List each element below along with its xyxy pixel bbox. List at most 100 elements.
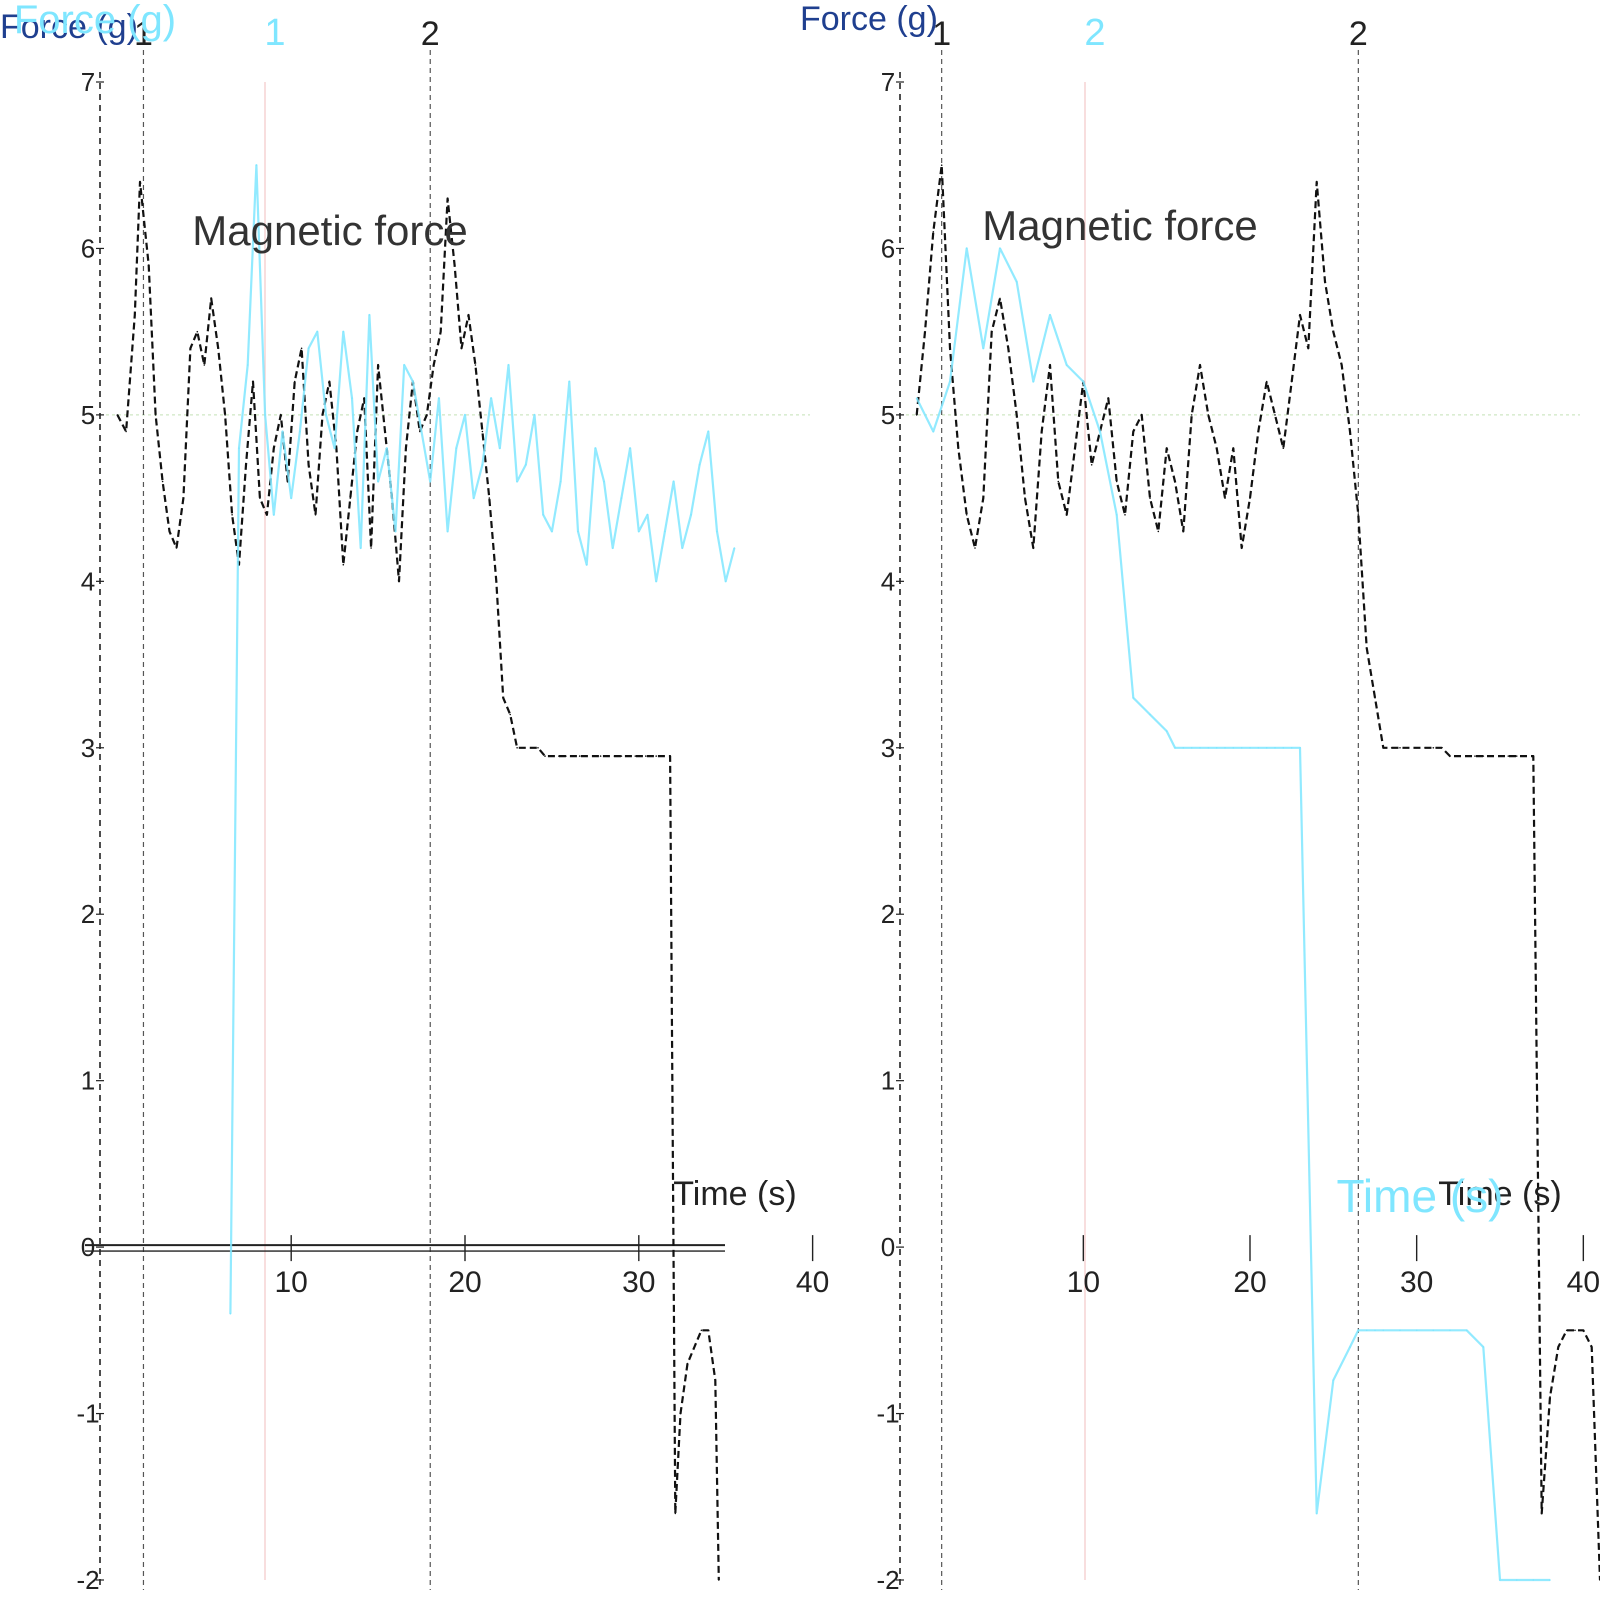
data-point bbox=[168, 530, 171, 533]
data-point bbox=[651, 755, 654, 757]
data-point bbox=[1332, 330, 1335, 333]
y-tick-label: 6 bbox=[81, 233, 95, 263]
data-point bbox=[182, 497, 185, 499]
data-point bbox=[544, 755, 546, 757]
data-point bbox=[1399, 747, 1401, 749]
data-point bbox=[681, 547, 684, 549]
data-point bbox=[333, 447, 336, 450]
data-point bbox=[542, 514, 544, 516]
data-point bbox=[638, 530, 640, 533]
data-point bbox=[161, 480, 164, 483]
y-tick-label: -1 bbox=[76, 1399, 99, 1429]
data-point bbox=[662, 755, 664, 757]
data-point bbox=[1482, 755, 1485, 757]
data-point bbox=[949, 380, 951, 383]
data-point bbox=[707, 1329, 710, 1332]
data-point bbox=[530, 747, 532, 749]
data-point bbox=[1215, 447, 1218, 450]
data-point bbox=[307, 347, 310, 350]
data-point bbox=[1424, 747, 1426, 749]
data-point bbox=[724, 580, 727, 583]
data-point bbox=[733, 547, 736, 549]
data-point bbox=[1107, 397, 1110, 400]
y-tick-label: 4 bbox=[81, 566, 95, 596]
y-tick-label: 5 bbox=[881, 400, 895, 430]
data-point bbox=[1165, 447, 1168, 450]
y-tick-label: 1 bbox=[81, 1066, 95, 1096]
y-tick-label: 1 bbox=[881, 1066, 895, 1096]
phase-marker-label: 2 bbox=[421, 15, 440, 53]
data-point bbox=[1007, 347, 1010, 350]
data-point bbox=[1065, 364, 1068, 366]
y-axis-label-ghost: Force (g) bbox=[14, 0, 176, 42]
data-point bbox=[1224, 747, 1226, 749]
data-point bbox=[245, 464, 247, 466]
data-point bbox=[321, 414, 324, 416]
data-point bbox=[1149, 497, 1151, 499]
data-point bbox=[698, 464, 701, 466]
data-point bbox=[116, 414, 119, 416]
data-point bbox=[349, 497, 352, 499]
data-point bbox=[645, 755, 647, 757]
data-point bbox=[412, 380, 414, 383]
data-point bbox=[472, 497, 475, 499]
y-tick-label: 3 bbox=[881, 733, 895, 763]
data-point bbox=[1282, 447, 1285, 450]
data-point bbox=[370, 547, 372, 549]
data-point bbox=[707, 430, 710, 433]
data-point bbox=[281, 430, 284, 433]
data-point bbox=[982, 497, 985, 499]
data-point bbox=[290, 497, 293, 499]
y-tick-label: 6 bbox=[881, 233, 895, 263]
data-point bbox=[1465, 1329, 1468, 1332]
data-point bbox=[147, 264, 150, 266]
data-point bbox=[1057, 480, 1060, 483]
data-point bbox=[1265, 380, 1268, 383]
data-point bbox=[1374, 697, 1376, 699]
data-point bbox=[266, 514, 268, 516]
data-point bbox=[1232, 447, 1235, 450]
data-point bbox=[420, 430, 423, 433]
data-point bbox=[572, 755, 574, 757]
data-point bbox=[1124, 514, 1126, 516]
data-point bbox=[359, 547, 362, 549]
data-point bbox=[224, 414, 226, 416]
x-tick-label: 20 bbox=[448, 1266, 481, 1299]
data-point bbox=[646, 514, 649, 516]
data-point bbox=[1257, 430, 1260, 433]
data-point bbox=[1099, 430, 1101, 433]
data-point bbox=[386, 447, 388, 450]
y-tick-label: 7 bbox=[881, 67, 895, 97]
y-tick-label: -2 bbox=[876, 1565, 899, 1595]
data-point bbox=[1265, 747, 1268, 749]
data-point bbox=[259, 497, 261, 499]
data-point bbox=[1140, 414, 1143, 416]
data-point bbox=[1307, 347, 1310, 350]
data-point bbox=[1549, 1396, 1551, 1398]
data-point bbox=[638, 755, 640, 757]
data-point bbox=[273, 514, 275, 516]
data-point bbox=[453, 264, 456, 266]
data-point bbox=[1515, 1579, 1518, 1581]
data-point bbox=[1199, 747, 1201, 749]
data-point bbox=[154, 414, 157, 416]
data-point bbox=[716, 530, 718, 533]
data-point bbox=[196, 330, 199, 333]
data-point bbox=[231, 514, 233, 516]
data-point bbox=[627, 755, 630, 757]
data-point bbox=[419, 430, 421, 433]
data-point bbox=[1015, 414, 1018, 416]
data-point bbox=[175, 547, 178, 549]
data-point bbox=[342, 330, 345, 333]
data-point bbox=[1574, 1329, 1576, 1332]
data-point bbox=[1449, 755, 1451, 757]
data-point bbox=[1157, 530, 1160, 533]
data-point bbox=[1290, 747, 1293, 749]
data-point bbox=[1224, 497, 1226, 499]
data-point bbox=[1174, 480, 1176, 483]
data-point bbox=[325, 414, 327, 416]
data-point bbox=[974, 547, 976, 549]
data-point bbox=[1049, 364, 1051, 366]
data-point bbox=[1390, 747, 1393, 749]
y-axis-label: Force (g) bbox=[800, 0, 938, 38]
